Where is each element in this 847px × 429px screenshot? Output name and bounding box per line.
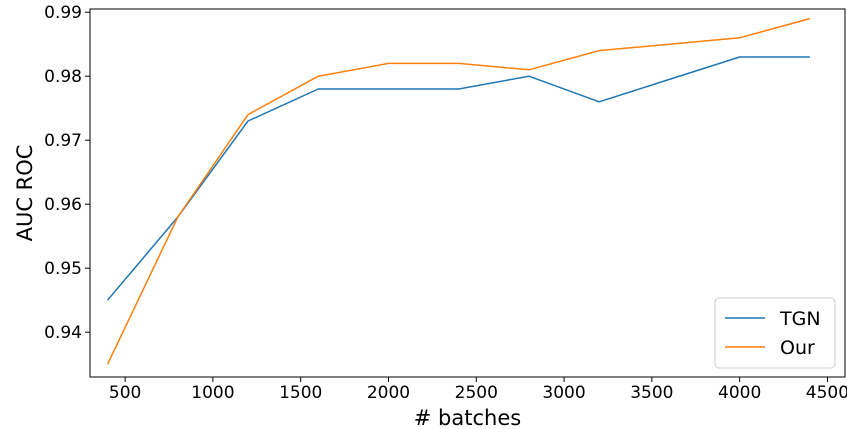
x-tick-label: 2000: [367, 383, 410, 403]
x-tick-label: 3000: [542, 383, 585, 403]
plot-frame: [89, 8, 846, 378]
y-axis-ticks: 0.94 0.95 0.96 0.97 0.98 0.99: [44, 3, 90, 343]
legend: TGN Our: [714, 297, 836, 369]
x-tick-label: 500: [109, 383, 141, 403]
legend-label-tgn: TGN: [779, 308, 821, 330]
legend-box: [714, 297, 836, 369]
x-tick-label: 4500: [806, 383, 847, 403]
x-axis-ticks: 500 1000 1500 2000 2500 3000 3500 4000 4500: [109, 377, 847, 403]
series-line-our: [106, 17, 811, 365]
x-tick-label: 1500: [279, 383, 322, 403]
x-axis-label: # batches: [414, 406, 521, 429]
y-tick-label: 0.96: [44, 195, 82, 215]
y-tick-label: 0.95: [44, 259, 82, 279]
x-tick-label: 3500: [630, 383, 673, 403]
x-tick-label: 4000: [718, 383, 761, 403]
y-tick-label: 0.97: [44, 131, 82, 151]
y-axis-label: AUC ROC: [13, 145, 37, 242]
y-tick-label: 0.98: [44, 67, 82, 87]
x-tick-label: 1000: [191, 383, 234, 403]
y-tick-label: 0.94: [44, 323, 82, 343]
legend-label-our: Our: [780, 337, 815, 359]
series-line-tgn: [106, 56, 810, 301]
x-tick-label: 2500: [455, 383, 498, 403]
series-layer: [106, 17, 811, 365]
y-tick-label: 0.99: [44, 3, 82, 23]
